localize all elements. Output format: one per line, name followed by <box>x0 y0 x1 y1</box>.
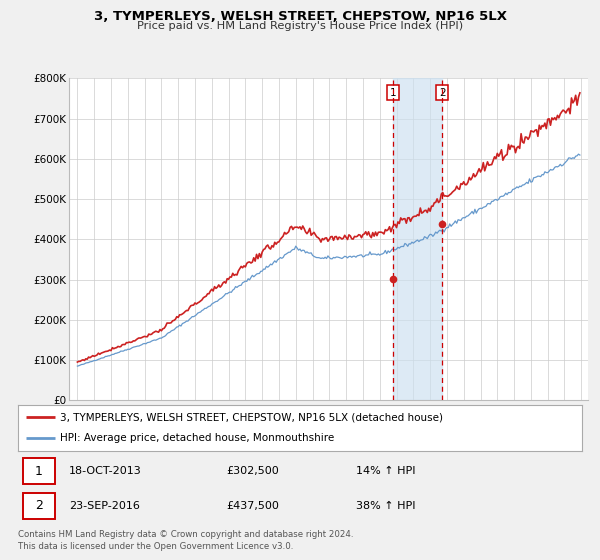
Text: 1: 1 <box>390 88 397 98</box>
Text: Price paid vs. HM Land Registry's House Price Index (HPI): Price paid vs. HM Land Registry's House … <box>137 21 463 31</box>
Text: 2: 2 <box>439 88 446 98</box>
Text: 2: 2 <box>35 500 43 512</box>
FancyBboxPatch shape <box>23 459 55 484</box>
Text: £302,500: £302,500 <box>227 466 280 476</box>
Text: 3, TYMPERLEYS, WELSH STREET, CHEPSTOW, NP16 5LX: 3, TYMPERLEYS, WELSH STREET, CHEPSTOW, N… <box>94 10 506 22</box>
Text: £437,500: £437,500 <box>227 501 280 511</box>
FancyBboxPatch shape <box>23 493 55 519</box>
Text: 18-OCT-2013: 18-OCT-2013 <box>69 466 142 476</box>
Bar <box>393 78 442 400</box>
Text: 38% ↑ HPI: 38% ↑ HPI <box>356 501 416 511</box>
Text: Contains HM Land Registry data © Crown copyright and database right 2024.: Contains HM Land Registry data © Crown c… <box>18 530 353 539</box>
Text: 1: 1 <box>35 465 43 478</box>
Text: 14% ↑ HPI: 14% ↑ HPI <box>356 466 416 476</box>
Text: 3, TYMPERLEYS, WELSH STREET, CHEPSTOW, NP16 5LX (detached house): 3, TYMPERLEYS, WELSH STREET, CHEPSTOW, N… <box>60 412 443 422</box>
Text: This data is licensed under the Open Government Licence v3.0.: This data is licensed under the Open Gov… <box>18 542 293 550</box>
Text: 23-SEP-2016: 23-SEP-2016 <box>69 501 140 511</box>
Text: HPI: Average price, detached house, Monmouthshire: HPI: Average price, detached house, Monm… <box>60 433 335 444</box>
